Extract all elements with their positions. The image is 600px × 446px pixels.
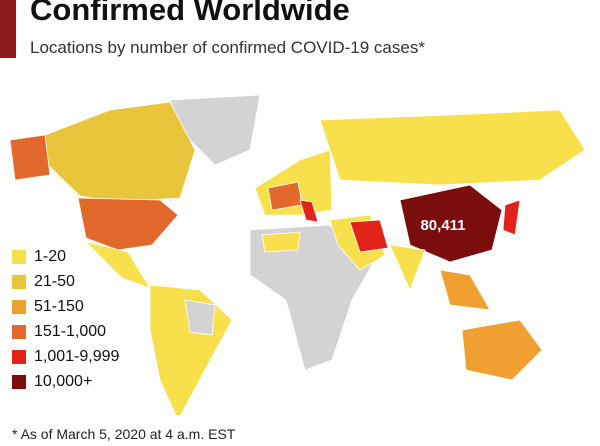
legend-label: 10,000+ (34, 372, 93, 390)
legend-label: 1-20 (34, 247, 67, 265)
legend-swatch (12, 299, 26, 314)
australia (461, 319, 543, 381)
legend-label: 1,001-9,999 (34, 347, 120, 365)
legend-label: 51-150 (34, 297, 84, 315)
india (389, 244, 426, 292)
russia (319, 109, 586, 186)
legend-swatch (12, 324, 26, 339)
subtitle: Locations by number of confirmed COVID-1… (30, 38, 425, 57)
legend-swatch (12, 274, 26, 289)
legend-item: 51-150 (12, 294, 119, 319)
footnote: * As of March 5, 2020 at 4 a.m. EST (12, 426, 236, 442)
italy (299, 199, 319, 223)
legend-label: 151-1,000 (34, 322, 107, 340)
canada (44, 101, 196, 203)
legend-swatch (12, 374, 26, 389)
legend-swatch (12, 349, 26, 364)
africa-yellow (261, 231, 301, 253)
usa (77, 197, 179, 251)
title: Confirmed Worldwide (30, 0, 350, 27)
alaska (9, 134, 51, 181)
iran (349, 219, 389, 253)
world-map: 80,411 (9, 94, 586, 415)
china (399, 184, 503, 263)
legend-item: 151-1,000 (12, 319, 119, 344)
china-label: 80,411 (420, 217, 465, 234)
legend-item: 10,000+ (12, 369, 119, 394)
legend-item: 1,001-9,999 (12, 344, 119, 369)
japan-korea (502, 199, 521, 236)
southeast-asia (439, 269, 491, 311)
legend: 1-20 21-50 51-150 151-1,000 1,001-9,999 10,00… (12, 244, 119, 394)
legend-item: 21-50 (12, 269, 119, 294)
legend-swatch (12, 249, 26, 264)
legend-label: 21-50 (34, 272, 75, 290)
legend-item: 1-20 (12, 244, 119, 269)
south-america-gray (184, 299, 216, 336)
accent-bar (0, 0, 16, 58)
